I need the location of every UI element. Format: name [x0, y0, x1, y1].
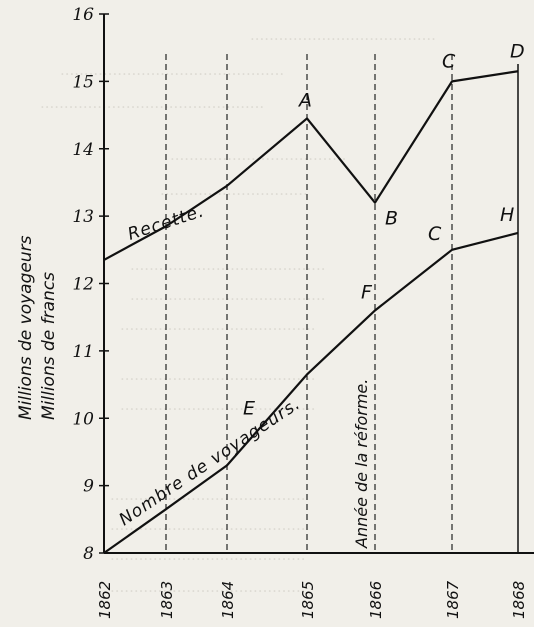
- x-tick-label-1864: 1864: [219, 581, 237, 619]
- svg-text:..............................: ........................................…: [110, 486, 306, 504]
- svg-text:..............................: ........................................…: [120, 396, 316, 414]
- point-label-0-D: D: [510, 40, 525, 62]
- x-tick-label-1862: 1862: [96, 581, 114, 619]
- series-line-0: [103, 70, 519, 261]
- y-ticks: 8 9 10 11 12 13 14 15 16: [72, 5, 109, 564]
- svg-text:..............................: .......................................: [250, 26, 436, 44]
- series-line-1: [103, 231, 519, 554]
- x-tick-label-1865: 1865: [299, 581, 317, 619]
- y-tick-label-9: 9: [83, 477, 94, 497]
- y-tick-label-12: 12: [72, 275, 94, 295]
- point-label-1-C: C: [428, 223, 442, 245]
- svg-text:..............................: ........................................…: [120, 316, 316, 334]
- svg-text:..............................: ........................................…: [110, 578, 306, 596]
- series-group: [103, 70, 519, 554]
- y-axis-label-francs: Millions de francs: [39, 272, 59, 420]
- point-label-1-F: F: [361, 281, 373, 303]
- svg-text:..............................: ........................................…: [130, 286, 326, 304]
- grid-lines: [165, 54, 519, 553]
- point-label-0-B: B: [385, 208, 398, 230]
- svg-text:..............................: .....................................: [170, 146, 346, 164]
- y-tick-label-13: 13: [72, 207, 94, 227]
- point-label-1-E: E: [243, 397, 255, 419]
- y-tick-label-8: 8: [83, 544, 94, 564]
- point-label-1-H: H: [500, 204, 514, 226]
- x-tick-label-1863: 1863: [158, 581, 176, 619]
- y-axis-label-voyageurs: Millions de voyageurs: [16, 235, 36, 420]
- svg-text:..............................: ........................................…: [130, 256, 326, 274]
- svg-text:..............................: ........................................…: [120, 366, 316, 384]
- x-tick-label-1867: 1867: [444, 580, 462, 619]
- svg-text:..............................: ........................................…: [40, 94, 264, 112]
- point-label-0-A: A: [297, 89, 312, 111]
- y-tick-label-11: 11: [72, 342, 94, 362]
- y-tick-label-10: 10: [72, 409, 94, 429]
- svg-text:..............................: ........................................…: [110, 516, 306, 534]
- series-label-voyageurs: Nombre de voyageurs.: [116, 394, 305, 530]
- x-tick-label-1868: 1868: [510, 581, 528, 619]
- y-tick-label-16: 16: [72, 5, 94, 25]
- y-tick-label-15: 15: [72, 72, 94, 92]
- svg-text:..............................: ...............................: [160, 181, 308, 199]
- svg-text:..............................: ........................................…: [60, 61, 284, 79]
- svg-text:..............................: ........................................…: [110, 546, 306, 564]
- annotation-reforme: Année de la réforme.: [352, 379, 371, 549]
- point-label-0-C: C: [442, 50, 456, 72]
- background-bleed-text: ....................................... …: [40, 26, 436, 596]
- x-ticks: 1862 1863 1864 1865 1866 1867 1868: [96, 580, 528, 619]
- y-tick-label-14: 14: [72, 140, 94, 160]
- x-tick-label-1866: 1866: [367, 581, 385, 619]
